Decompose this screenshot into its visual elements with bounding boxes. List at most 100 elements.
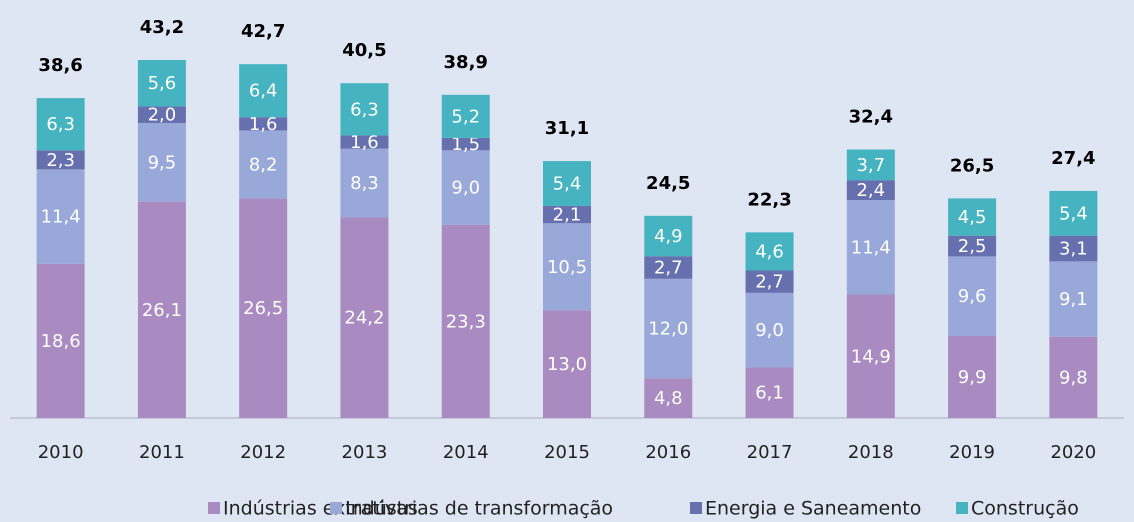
bar-segment: [340, 217, 389, 418]
segment-label: 12,0: [648, 319, 688, 340]
bar-segment: [36, 263, 85, 418]
bar-segment: [36, 169, 85, 264]
segment-label: 5,4: [1059, 203, 1088, 224]
bar-segment: [948, 335, 997, 418]
segment-label: 1,5: [451, 134, 480, 155]
segment-label: 9,5: [148, 152, 177, 173]
bar-segment: [745, 232, 794, 271]
bar-segment: [644, 215, 693, 257]
legend-swatch: [208, 502, 220, 514]
segment-label: 23,3: [446, 311, 486, 332]
x-tick-label: 2019: [949, 442, 995, 463]
segment-label: 2,1: [553, 205, 582, 226]
total-label: 38,9: [444, 52, 488, 73]
segment-label: 4,9: [654, 226, 683, 247]
legend-swatch: [956, 502, 968, 514]
bar-segment: [644, 378, 693, 418]
total-label: 26,5: [950, 155, 994, 176]
segment-label: 2,3: [46, 150, 75, 171]
total-label: 31,1: [545, 118, 589, 139]
bar-segment: [543, 310, 591, 418]
bar-segment: [441, 94, 490, 138]
total-label: 32,4: [849, 107, 893, 128]
bar-segment: [1049, 261, 1098, 337]
segment-label: 18,6: [41, 331, 81, 352]
segment-label: 6,3: [350, 99, 379, 120]
bar-segment: [846, 200, 895, 295]
segment-label: 6,4: [249, 81, 278, 102]
bar-segment: [340, 83, 389, 136]
bar-segment: [644, 256, 693, 279]
segment-label: 2,7: [654, 258, 683, 279]
segment-label: 10,5: [547, 257, 587, 278]
total-label: 40,5: [342, 40, 386, 61]
legend-swatch: [690, 502, 702, 514]
x-tick-label: 2018: [848, 442, 894, 463]
x-tick-label: 2020: [1050, 442, 1096, 463]
segment-label: 24,2: [344, 308, 384, 329]
total-label: 43,2: [140, 17, 184, 38]
bar-segment: [441, 224, 490, 418]
segment-label: 13,0: [547, 354, 587, 375]
segment-label: 3,7: [856, 155, 885, 176]
bar-segment: [137, 60, 186, 107]
bar-segment: [948, 198, 997, 236]
bar-segment: [239, 64, 288, 118]
segment-label: 9,6: [958, 286, 987, 307]
bar-segment: [846, 294, 895, 418]
bar-segment: [36, 98, 85, 151]
x-tick-label: 2010: [38, 442, 84, 463]
bar-segment: [239, 198, 288, 418]
segment-label: 5,4: [553, 173, 582, 194]
bar-segment: [441, 150, 490, 225]
x-tick-label: 2012: [240, 442, 286, 463]
x-tick-label: 2016: [645, 442, 691, 463]
segment-label: 26,5: [243, 298, 283, 319]
total-label: 22,3: [747, 189, 791, 210]
bar-segment: [745, 367, 794, 418]
x-tick-label: 2014: [443, 442, 489, 463]
bar-segment: [543, 205, 591, 224]
segment-label: 9,9: [958, 367, 987, 388]
bar-segment: [948, 235, 997, 257]
segment-label: 8,2: [249, 154, 278, 175]
segment-label: 5,2: [451, 106, 480, 127]
segment-label: 9,0: [451, 178, 480, 199]
segment-label: 1,6: [249, 114, 278, 135]
segment-label: 6,3: [46, 114, 75, 135]
segment-label: 11,4: [851, 237, 891, 258]
segment-label: 9,0: [755, 320, 784, 341]
legend-label: Energia e Saneamento: [705, 498, 921, 520]
segment-label: 8,3: [350, 173, 379, 194]
segment-label: 1,6: [350, 132, 379, 153]
bar-segment: [441, 137, 490, 151]
total-label: 42,7: [241, 21, 285, 42]
bar-segment: [137, 201, 186, 418]
bar-segment: [1049, 336, 1098, 418]
segment-label: 5,6: [148, 73, 177, 94]
bar-segment: [543, 161, 591, 206]
segment-label: 4,5: [958, 207, 987, 228]
segment-label: 6,1: [755, 383, 784, 404]
total-label: 38,6: [38, 55, 82, 76]
bar-segment: [36, 150, 85, 170]
segment-label: 11,4: [41, 207, 81, 228]
bar-segment: [543, 223, 591, 311]
bar-segment: [340, 135, 389, 149]
segment-label: 2,7: [755, 272, 784, 293]
segment-label: 4,6: [755, 241, 784, 262]
legend-label: Indústrias de transformação: [345, 498, 613, 520]
bar-segment: [745, 292, 794, 368]
bar-segment: [745, 270, 794, 293]
bar-segment: [1049, 235, 1098, 262]
x-tick-label: 2015: [544, 442, 590, 463]
segment-label: 14,9: [851, 346, 891, 367]
segment-label: 2,4: [856, 180, 885, 201]
x-tick-label: 2013: [342, 442, 388, 463]
bar-segment: [1049, 190, 1098, 236]
x-tick-label: 2011: [139, 442, 185, 463]
segment-label: 4,8: [654, 388, 683, 409]
bar-segment: [239, 130, 288, 199]
bar-segment: [239, 117, 288, 131]
